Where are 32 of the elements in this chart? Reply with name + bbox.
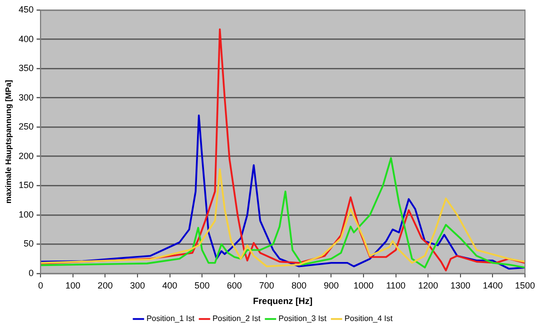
x-tick-label: 200 — [98, 280, 113, 290]
x-tick-label: 700 — [259, 280, 274, 290]
x-tick-label: 0 — [38, 280, 44, 290]
x-tick-label: 800 — [291, 280, 306, 290]
x-tick-label: 600 — [226, 280, 242, 290]
x-tick-label: 500 — [194, 280, 210, 290]
y-tick-label: 300 — [18, 92, 34, 102]
y-tick-label: 150 — [18, 180, 34, 190]
y-tick-label: 450 — [18, 4, 34, 14]
x-tick-label: 100 — [65, 280, 80, 290]
x-tick-label: 1500 — [514, 280, 536, 290]
x-tick-label: 400 — [162, 280, 178, 290]
y-axis-title: maximale Hauptspannung [MPa] — [4, 80, 14, 204]
y-tick-label: 50 — [24, 238, 34, 249]
y-tick-label: 100 — [18, 209, 34, 220]
legend-label: Position_2 Ist — [212, 314, 262, 324]
y-tick-label: 350 — [18, 63, 34, 74]
x-tick-label: 300 — [130, 280, 146, 290]
x-tick-label: 900 — [324, 280, 339, 290]
y-tick-label: 250 — [18, 122, 34, 132]
y-tick-label: 200 — [18, 150, 34, 161]
x-tick-label: 1200 — [418, 280, 438, 290]
x-tick-label: 1300 — [450, 280, 470, 290]
x-tick-label: 1100 — [386, 280, 406, 290]
x-tick-label: 1000 — [354, 280, 374, 290]
legend-label: Position_1 Ist — [146, 314, 196, 324]
x-tick-label: 1400 — [482, 280, 503, 290]
legend-label: Position_3 Ist — [278, 314, 328, 324]
legend-label: Position_4 Ist — [344, 314, 394, 324]
y-tick-label: 400 — [18, 34, 34, 44]
y-tick-label: 0 — [28, 268, 34, 278]
x-axis-title: Frequenz [Hz] — [253, 296, 313, 306]
